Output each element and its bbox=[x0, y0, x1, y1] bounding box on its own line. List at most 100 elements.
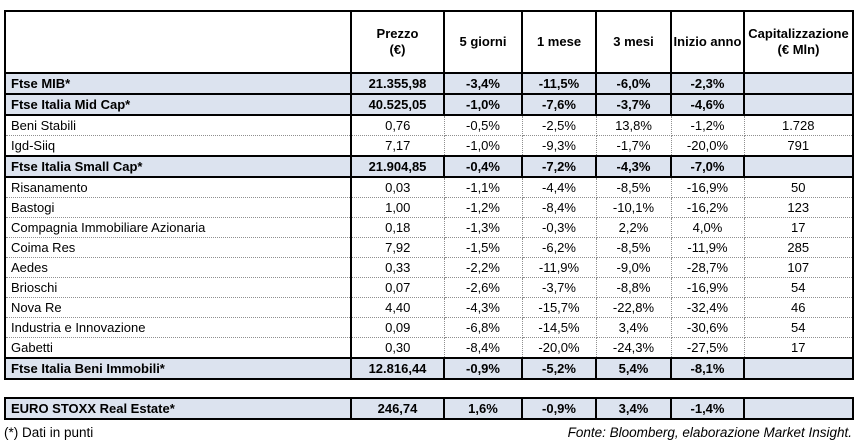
1-mese-cell: -11,5% bbox=[521, 72, 597, 95]
prezzo-cell: 0,07 bbox=[350, 277, 445, 298]
col-header-line1: Prezzo bbox=[376, 25, 419, 41]
1-mese-cell: -11,9% bbox=[521, 257, 597, 278]
capitalizzazione-cell: 285 bbox=[743, 237, 854, 258]
5-giorni-cell: -1,0% bbox=[443, 135, 523, 157]
3-mesi-cell: -10,1% bbox=[595, 197, 672, 218]
1-mese-cell: -4,4% bbox=[521, 176, 597, 198]
prezzo-cell: 0,18 bbox=[350, 217, 445, 238]
capitalizzazione-cell: 107 bbox=[743, 257, 854, 278]
prezzo-cell: 0,03 bbox=[350, 176, 445, 198]
5-giorni-cell: -2,6% bbox=[443, 277, 523, 298]
col-header-line1: 3 mesi bbox=[613, 33, 654, 49]
3-mesi-cell: 5,4% bbox=[595, 357, 672, 380]
3-mesi-cell: -8,5% bbox=[595, 237, 672, 258]
stock-row: Brioschi 0,07 -2,6% -3,7% -8,8% -16,9% 54 bbox=[4, 277, 854, 298]
inizio-anno-cell: -16,9% bbox=[670, 277, 745, 298]
source-note: Fonte: Bloomberg, elaborazione Market In… bbox=[567, 425, 852, 440]
5-giorni-cell: -1,3% bbox=[443, 217, 523, 238]
inizio-anno-cell: -32,4% bbox=[670, 297, 745, 318]
3-mesi-cell: -1,7% bbox=[595, 135, 672, 157]
stock-row: Compagnia Immobiliare Azionaria 0,18 -1,3%… bbox=[4, 217, 854, 238]
stock-row: Nova Re 4,40 -4,3% -15,7% -22,8% -32,4% 46 bbox=[4, 297, 854, 318]
prezzo-cell: 1,00 bbox=[350, 197, 445, 218]
prezzo-cell: 0,76 bbox=[350, 114, 445, 136]
3-mesi-cell: -22,8% bbox=[595, 297, 672, 318]
col-header-line1: Inizio anno bbox=[673, 33, 742, 49]
row-label: Gabetti bbox=[4, 337, 352, 359]
row-label: Ftse Italia Small Cap* bbox=[4, 155, 352, 178]
col-header-line1: Capitalizzazione bbox=[748, 25, 849, 41]
5-giorni-cell: -0,4% bbox=[443, 155, 523, 178]
inizio-anno-cell: -7,0% bbox=[670, 155, 745, 178]
capitalizzazione-cell bbox=[743, 72, 854, 95]
inizio-anno-cell: -28,7% bbox=[670, 257, 745, 278]
capitalizzazione-cell: 50 bbox=[743, 176, 854, 198]
row-label: Beni Stabili bbox=[4, 114, 352, 136]
capitalizzazione-cell bbox=[743, 357, 854, 380]
index-row: Ftse Italia Beni Immobili* 12.816,44 -0,9%… bbox=[4, 357, 854, 380]
row-label: Nova Re bbox=[4, 297, 352, 318]
index-row: Ftse Italia Mid Cap* 40.525,05 -1,0% -7,6% -… bbox=[4, 93, 854, 116]
1-mese-cell: -9,3% bbox=[521, 135, 597, 157]
3-mesi-cell: -8,8% bbox=[595, 277, 672, 298]
prezzo-cell: 7,17 bbox=[350, 135, 445, 157]
inizio-anno-cell: -16,2% bbox=[670, 197, 745, 218]
capitalizzazione-cell: 17 bbox=[743, 337, 854, 359]
3-mesi-cell: -3,7% bbox=[595, 93, 672, 116]
header-row: Prezzo (€) 5 giorni 1 mese 3 mesi Inizio… bbox=[4, 10, 854, 74]
prezzo-cell: 21.355,98 bbox=[350, 72, 445, 95]
row-label: Brioschi bbox=[4, 277, 352, 298]
1-mese-cell: -2,5% bbox=[521, 114, 597, 136]
3-mesi-cell: 3,4% bbox=[595, 397, 672, 420]
1-mese-cell: -6,2% bbox=[521, 237, 597, 258]
1-mese-cell: -7,6% bbox=[521, 93, 597, 116]
3-mesi-cell: 13,8% bbox=[595, 114, 672, 136]
row-label: Ftse Italia Mid Cap* bbox=[4, 93, 352, 116]
table-footer: (*) Dati in punti Fonte: Bloomberg, elab… bbox=[4, 425, 852, 440]
prezzo-cell: 0,09 bbox=[350, 317, 445, 338]
3-mesi-cell: -24,3% bbox=[595, 337, 672, 359]
capitalizzazione-cell: 17 bbox=[743, 217, 854, 238]
col-header-line2: (€) bbox=[389, 42, 406, 57]
col-header-capitalizzazione: Capitalizzazione (€ Mln) bbox=[743, 10, 854, 74]
inizio-anno-cell: -16,9% bbox=[670, 176, 745, 198]
row-label: Risanamento bbox=[4, 176, 352, 198]
1-mese-cell: -15,7% bbox=[521, 297, 597, 318]
capitalizzazione-cell: 54 bbox=[743, 277, 854, 298]
col-header-3-mesi: 3 mesi bbox=[595, 10, 672, 74]
5-giorni-cell: -2,2% bbox=[443, 257, 523, 278]
capitalizzazione-cell: 123 bbox=[743, 197, 854, 218]
prezzo-cell: 12.816,44 bbox=[350, 357, 445, 380]
1-mese-cell: -14,5% bbox=[521, 317, 597, 338]
inizio-anno-cell: -4,6% bbox=[670, 93, 745, 116]
prezzo-cell: 40.525,05 bbox=[350, 93, 445, 116]
col-header-1-mese: 1 mese bbox=[521, 10, 597, 74]
5-giorni-cell: -0,9% bbox=[443, 357, 523, 380]
row-label: Coima Res bbox=[4, 237, 352, 258]
capitalizzazione-cell bbox=[743, 397, 854, 420]
3-mesi-cell: 2,2% bbox=[595, 217, 672, 238]
1-mese-cell: -0,3% bbox=[521, 217, 597, 238]
inizio-anno-cell: -1,2% bbox=[670, 114, 745, 136]
5-giorni-cell: -1,0% bbox=[443, 93, 523, 116]
inizio-anno-cell: -11,9% bbox=[670, 237, 745, 258]
5-giorni-cell: -1,1% bbox=[443, 176, 523, 198]
stock-row: Risanamento 0,03 -1,1% -4,4% -8,5% -16,9% 50 bbox=[4, 176, 854, 198]
col-header-prezzo: Prezzo (€) bbox=[350, 10, 445, 74]
5-giorni-cell: -0,5% bbox=[443, 114, 523, 136]
5-giorni-cell: -8,4% bbox=[443, 337, 523, 359]
5-giorni-cell: -1,5% bbox=[443, 237, 523, 258]
capitalizzazione-cell: 791 bbox=[743, 135, 854, 157]
footnote: (*) Dati in punti bbox=[4, 425, 94, 440]
prezzo-cell: 0,33 bbox=[350, 257, 445, 278]
euro-stoxx-table: EURO STOXX Real Estate* 246,74 1,6% -0,9% 3,… bbox=[4, 397, 854, 420]
row-label: Industria e Innovazione bbox=[4, 317, 352, 338]
capitalizzazione-cell: 1.728 bbox=[743, 114, 854, 136]
col-header-line1: 5 giorni bbox=[459, 33, 507, 49]
stock-row: Beni Stabili 0,76 -0,5% -2,5% 13,8% -1,2% 1.72… bbox=[4, 114, 854, 136]
1-mese-cell: -20,0% bbox=[521, 337, 597, 359]
inizio-anno-cell: -30,6% bbox=[670, 317, 745, 338]
prezzo-cell: 246,74 bbox=[350, 397, 445, 420]
capitalizzazione-cell: 54 bbox=[743, 317, 854, 338]
